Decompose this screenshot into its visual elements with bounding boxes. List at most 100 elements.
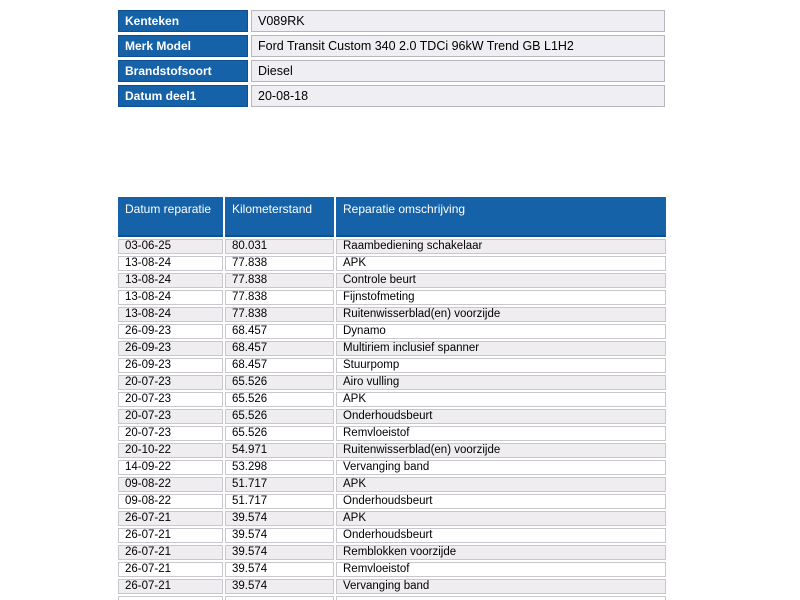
- repair-description-cell: Stuurpomp: [336, 358, 666, 373]
- odometer-cell: 77.838: [225, 273, 334, 288]
- vehicle-info-label: Kenteken: [118, 10, 248, 32]
- odometer-cell: 53.298: [225, 460, 334, 475]
- repair-date-cell: 14-09-22: [118, 460, 223, 475]
- repair-description-cell: Onderhoudsbeurt: [336, 409, 666, 424]
- table-row: 03-06-25 80.031 Raambediening schakelaar: [118, 239, 666, 254]
- odometer-cell: 39.574: [225, 562, 334, 577]
- repair-date-cell: 26-09-23: [118, 358, 223, 373]
- repair-date-cell: 09-08-22: [118, 477, 223, 492]
- odometer-cell: 68.457: [225, 358, 334, 373]
- empty-cell: [118, 596, 223, 600]
- vehicle-info-value: Diesel: [251, 60, 665, 82]
- table-row: 26-07-21 39.574 APK: [118, 511, 666, 526]
- column-header-kilometerstand: Kilometerstand: [225, 197, 334, 237]
- odometer-cell: 39.574: [225, 545, 334, 560]
- vehicle-info-label: Brandstofsoort: [118, 60, 248, 82]
- repair-description-cell: Ruitenwisserblad(en) voorzijde: [336, 307, 666, 322]
- repair-description-cell: Vervanging band: [336, 579, 666, 594]
- repair-history-table: Datum reparatie Kilometerstand Reparatie o…: [116, 195, 668, 600]
- odometer-cell: 65.526: [225, 409, 334, 424]
- vehicle-info-row: Brandstofsoort Diesel: [118, 60, 665, 82]
- odometer-cell: 65.526: [225, 426, 334, 441]
- repair-description-cell: Remvloeistof: [336, 426, 666, 441]
- repair-history-header: Datum reparatie Kilometerstand Reparatie o…: [118, 197, 666, 237]
- repair-date-cell: 20-07-23: [118, 409, 223, 424]
- empty-cell: [225, 596, 334, 600]
- odometer-cell: 77.838: [225, 290, 334, 305]
- repair-date-cell: 20-07-23: [118, 426, 223, 441]
- repair-description-cell: Remblokken voorzijde: [336, 545, 666, 560]
- repair-description-cell: Airo vulling: [336, 375, 666, 390]
- repair-date-cell: 03-06-25: [118, 239, 223, 254]
- table-row: 26-09-23 68.457 Multiriem inclusief spanne…: [118, 341, 666, 356]
- table-row: 26-07-21 39.574 Remvloeistof: [118, 562, 666, 577]
- repair-history-body: 03-06-25 80.031 Raambediening schakelaar 13…: [118, 239, 666, 600]
- table-row: 20-07-23 65.526 Onderhoudsbeurt: [118, 409, 666, 424]
- repair-description-cell: APK: [336, 511, 666, 526]
- repair-date-cell: 26-07-21: [118, 528, 223, 543]
- repair-date-cell: 26-07-21: [118, 545, 223, 560]
- repair-date-cell: 13-08-24: [118, 290, 223, 305]
- odometer-cell: 77.838: [225, 256, 334, 271]
- vehicle-info-table: Kenteken V089RK Merk Model Ford Transit Cus…: [115, 7, 668, 110]
- repair-date-cell: 09-08-22: [118, 494, 223, 509]
- vehicle-info-label: Merk Model: [118, 35, 248, 57]
- column-header-datum-reparatie: Datum reparatie: [118, 197, 223, 237]
- vehicle-info-value: 20-08-18: [251, 85, 665, 107]
- odometer-cell: 68.457: [225, 324, 334, 339]
- repair-description-cell: Raambediening schakelaar: [336, 239, 666, 254]
- table-row: 09-08-22 51.717 Onderhoudsbeurt: [118, 494, 666, 509]
- repair-date-cell: 13-08-24: [118, 256, 223, 271]
- repair-date-cell: 26-09-23: [118, 341, 223, 356]
- repair-date-cell: 13-08-24: [118, 273, 223, 288]
- repair-description-cell: Multiriem inclusief spanner: [336, 341, 666, 356]
- column-header-reparatie-omschrijving: Reparatie omschrijving: [336, 197, 666, 237]
- repair-description-cell: APK: [336, 256, 666, 271]
- repair-description-cell: APK: [336, 392, 666, 407]
- vehicle-info-body: Kenteken V089RK Merk Model Ford Transit Cus…: [118, 10, 665, 107]
- repair-description-cell: Dynamo: [336, 324, 666, 339]
- odometer-cell: 65.526: [225, 375, 334, 390]
- table-row: 13-08-24 77.838 Fijnstofmeting: [118, 290, 666, 305]
- repair-date-cell: 26-07-21: [118, 562, 223, 577]
- vehicle-info-row: Kenteken V089RK: [118, 10, 665, 32]
- table-row: 09-08-22 51.717 APK: [118, 477, 666, 492]
- repair-date-cell: 20-07-23: [118, 375, 223, 390]
- table-row: 26-07-21 39.574 Vervanging band: [118, 579, 666, 594]
- table-row-partial: [118, 596, 666, 600]
- vehicle-info-label: Datum deel1: [118, 85, 248, 107]
- table-row: 20-07-23 65.526 APK: [118, 392, 666, 407]
- empty-cell: [336, 596, 666, 600]
- repair-date-cell: 20-10-22: [118, 443, 223, 458]
- repair-description-cell: Onderhoudsbeurt: [336, 494, 666, 509]
- repair-description-cell: APK: [336, 477, 666, 492]
- table-row: 13-08-24 77.838 Controle beurt: [118, 273, 666, 288]
- repair-description-cell: Vervanging band: [336, 460, 666, 475]
- header-row: Datum reparatie Kilometerstand Reparatie o…: [118, 197, 666, 237]
- repair-description-cell: Onderhoudsbeurt: [336, 528, 666, 543]
- vehicle-info-value: V089RK: [251, 10, 665, 32]
- repair-date-cell: 26-09-23: [118, 324, 223, 339]
- odometer-cell: 39.574: [225, 528, 334, 543]
- odometer-cell: 80.031: [225, 239, 334, 254]
- table-row: 13-08-24 77.838 Ruitenwisserblad(en) voorz…: [118, 307, 666, 322]
- table-row: 14-09-22 53.298 Vervanging band: [118, 460, 666, 475]
- table-row: 20-07-23 65.526 Remvloeistof: [118, 426, 666, 441]
- odometer-cell: 54.971: [225, 443, 334, 458]
- repair-date-cell: 20-07-23: [118, 392, 223, 407]
- repair-description-cell: Controle beurt: [336, 273, 666, 288]
- odometer-cell: 68.457: [225, 341, 334, 356]
- odometer-cell: 51.717: [225, 494, 334, 509]
- table-row: 13-08-24 77.838 APK: [118, 256, 666, 271]
- vehicle-info-value: Ford Transit Custom 340 2.0 TDCi 96kW Tr…: [251, 35, 665, 57]
- odometer-cell: 39.574: [225, 579, 334, 594]
- odometer-cell: 51.717: [225, 477, 334, 492]
- repair-date-cell: 26-07-21: [118, 579, 223, 594]
- repair-description-cell: Ruitenwisserblad(en) voorzijde: [336, 443, 666, 458]
- table-row: 20-07-23 65.526 Airo vulling: [118, 375, 666, 390]
- odometer-cell: 39.574: [225, 511, 334, 526]
- odometer-cell: 65.526: [225, 392, 334, 407]
- odometer-cell: 77.838: [225, 307, 334, 322]
- table-row: 26-09-23 68.457 Dynamo: [118, 324, 666, 339]
